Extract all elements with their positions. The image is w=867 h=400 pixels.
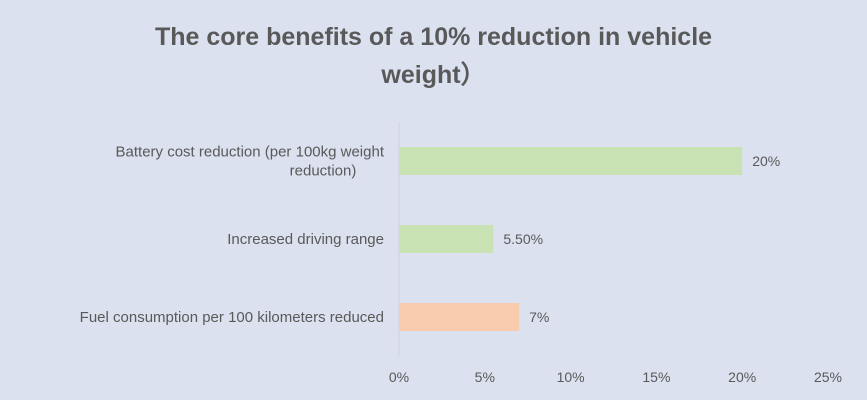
category-label-1-line-1: Battery cost reduction (per 100kg weight <box>116 144 385 161</box>
x-tick-label-25: 25% <box>814 369 842 385</box>
category-label-1: Battery cost reduction (per 100kg weight… <box>116 144 385 180</box>
chart-title-line-2: weight） <box>381 61 486 89</box>
chart-title-line-1: The core benefits of a 10% reduction in … <box>154 23 713 51</box>
chart-title: The core benefits of a 10% reduction in … <box>0 18 867 94</box>
bar-1 <box>399 147 743 175</box>
x-tick-label-10: 10% <box>557 369 585 385</box>
x-tick-label-20: 20% <box>728 369 756 385</box>
x-tick-label-5: 5% <box>475 369 495 385</box>
category-label-3: Fuel consumption per 100 kilometers redu… <box>80 309 384 326</box>
data-label-2: 5.50% <box>503 231 543 247</box>
x-tick-label-15: 15% <box>642 369 670 385</box>
category-label-2: Increased driving range <box>227 231 384 248</box>
bar-2 <box>399 225 494 253</box>
data-label-3: 7% <box>529 309 549 325</box>
x-tick-label-0: 0% <box>389 369 409 385</box>
data-label-1: 20% <box>752 153 780 169</box>
category-label-1-line-2: reduction) <box>290 163 357 180</box>
bar-3 <box>399 303 520 331</box>
